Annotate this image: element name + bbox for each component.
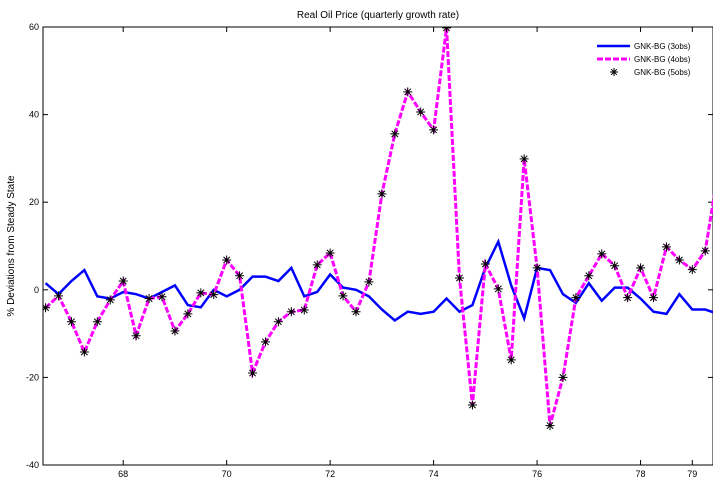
star-marker	[209, 290, 219, 300]
x-tick-label: 70	[222, 469, 232, 479]
y-tick-label: 40	[29, 110, 39, 120]
star-marker	[429, 125, 439, 135]
x-tick-label: 72	[325, 469, 335, 479]
x-tick-label: 79	[687, 469, 697, 479]
plot-frame	[42, 26, 713, 466]
star-marker	[506, 355, 516, 365]
star-marker	[222, 255, 232, 265]
star-marker	[454, 273, 464, 283]
series-line	[44, 238, 713, 323]
star-marker	[43, 303, 51, 313]
star-marker	[157, 292, 167, 302]
star-marker	[610, 261, 620, 271]
star-marker	[403, 87, 413, 97]
series-line	[44, 27, 713, 426]
legend-label: GNK-BG (3obs)	[634, 42, 691, 51]
star-marker	[636, 263, 646, 273]
star-marker	[467, 400, 477, 410]
star-marker	[700, 246, 710, 256]
star-marker	[571, 293, 581, 303]
star-marker	[105, 295, 115, 305]
plot-area	[43, 27, 713, 431]
star-marker	[532, 263, 542, 273]
y-axis-label: % Deviations from Steady State	[6, 175, 17, 317]
x-tick-label: 76	[532, 469, 542, 479]
star-marker	[597, 249, 607, 259]
legend-label: GNK-BG (5obs)	[634, 68, 691, 77]
star-marker	[286, 307, 296, 317]
star-marker	[170, 326, 180, 336]
star-marker	[248, 368, 258, 378]
star-marker	[687, 265, 697, 275]
star-marker	[493, 284, 503, 294]
star-marker	[66, 317, 76, 327]
star-marker	[480, 259, 490, 269]
star-marker	[390, 129, 400, 139]
x-tick-label: 74	[429, 469, 439, 479]
star-marker	[183, 309, 193, 319]
star-marker	[299, 305, 309, 315]
y-tick-label: 20	[29, 197, 39, 207]
star-marker	[131, 331, 141, 341]
y-tick-label: 0	[34, 285, 39, 295]
star-marker	[351, 307, 361, 317]
star-marker	[312, 260, 322, 270]
star-marker	[545, 421, 555, 431]
x-tick-label: 78	[636, 469, 646, 479]
legend-label: GNK-BG (4obs)	[634, 55, 691, 64]
star-marker	[144, 294, 154, 304]
star-marker	[54, 291, 64, 301]
star-marker	[661, 242, 671, 252]
legend-swatch	[610, 68, 618, 76]
star-marker	[377, 189, 387, 199]
star-marker	[558, 372, 568, 382]
star-marker	[273, 317, 283, 327]
star-marker	[338, 291, 348, 301]
star-marker	[623, 293, 633, 303]
star-marker	[674, 255, 684, 265]
star-marker	[416, 107, 426, 117]
star-marker	[364, 277, 374, 287]
star-marker	[235, 271, 245, 281]
star-marker	[260, 337, 270, 347]
star-marker	[196, 288, 206, 298]
star-marker	[325, 248, 335, 258]
star-marker	[649, 293, 659, 303]
x-tick-label: 68	[118, 469, 128, 479]
star-marker	[519, 154, 529, 164]
y-tick-label: -20	[26, 372, 39, 382]
y-tick-label: 60	[29, 22, 39, 32]
star-marker	[118, 276, 128, 286]
star-marker	[442, 27, 452, 33]
star-marker	[92, 317, 102, 327]
star-marker	[584, 271, 594, 281]
chart-title: Real Oil Price (quarterly growth rate)	[297, 10, 459, 21]
y-tick-label: -40	[26, 460, 39, 470]
star-marker	[79, 347, 89, 357]
